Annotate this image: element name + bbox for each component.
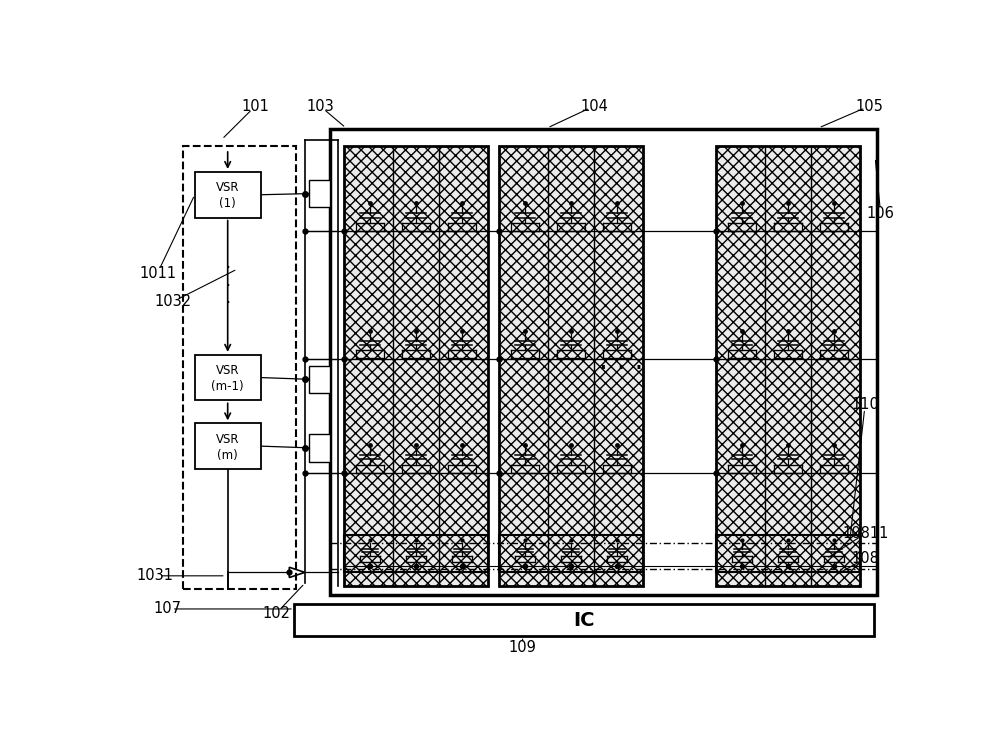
Text: · · ·: · · ·: [599, 355, 643, 383]
Bar: [183, 146, 296, 589]
Bar: [195, 172, 261, 217]
Text: 10811: 10811: [842, 526, 888, 541]
Text: 107: 107: [154, 602, 182, 617]
Text: (m): (m): [217, 449, 238, 462]
Text: 102: 102: [262, 606, 290, 621]
Text: 104: 104: [580, 99, 608, 114]
Bar: [309, 366, 330, 393]
Text: 1032: 1032: [154, 294, 192, 309]
Text: (m-1): (m-1): [211, 380, 244, 393]
Bar: [294, 604, 874, 637]
Text: 101: 101: [241, 99, 269, 114]
Bar: [344, 535, 488, 572]
Bar: [309, 434, 330, 462]
Text: IC: IC: [573, 611, 595, 630]
Bar: [499, 535, 643, 572]
Bar: [195, 423, 261, 469]
Bar: [344, 146, 488, 586]
Text: 1011: 1011: [139, 266, 176, 280]
Text: VSR: VSR: [216, 364, 239, 377]
Text: 108: 108: [851, 551, 879, 566]
Bar: [330, 129, 877, 594]
Bar: [499, 146, 643, 586]
Bar: [195, 355, 261, 401]
Bar: [499, 146, 643, 586]
Text: VSR: VSR: [216, 181, 239, 194]
Text: (1): (1): [219, 197, 236, 211]
Text: 103: 103: [306, 99, 334, 114]
Text: 109: 109: [509, 640, 537, 655]
Text: 1031: 1031: [136, 568, 173, 583]
Text: ·
·
·: · · ·: [225, 261, 230, 311]
Text: 105: 105: [855, 99, 883, 114]
Text: VSR: VSR: [216, 433, 239, 446]
Bar: [716, 146, 860, 586]
Bar: [309, 180, 330, 207]
Text: 106: 106: [867, 206, 895, 221]
Bar: [344, 146, 488, 586]
Bar: [716, 146, 860, 586]
Text: 110: 110: [851, 397, 879, 412]
Bar: [716, 535, 860, 572]
